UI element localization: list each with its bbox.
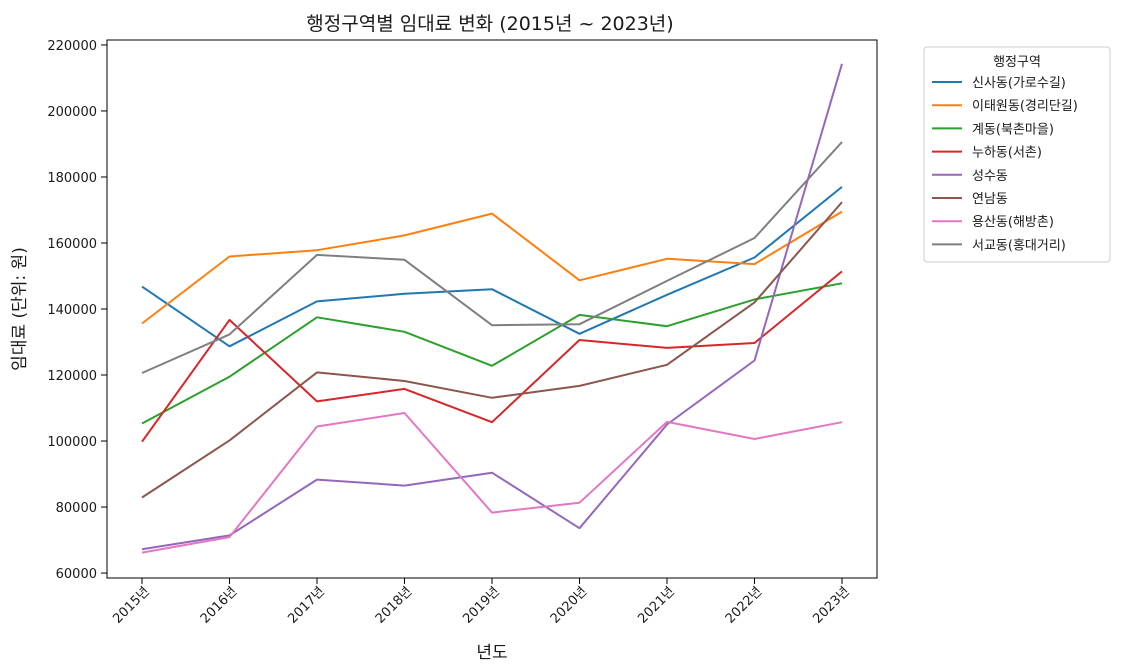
y-tick-label: 120000 — [47, 369, 97, 384]
series-line-7 — [141, 412, 843, 554]
y-tick-label: 60000 — [56, 567, 97, 582]
legend-title: 행정구역 — [993, 54, 1041, 70]
x-tick-label: 2022년 — [723, 584, 765, 626]
y-axis-label: 임대료 (단위: 원) — [10, 247, 30, 371]
x-tick-label: 2020년 — [548, 584, 590, 626]
legend-frame — [923, 46, 1111, 263]
chart-title: 행정구역별 임대료 변화 (2015년 ~ 2023년) — [306, 13, 673, 35]
x-tick-label: 2015년 — [110, 584, 152, 626]
x-tick-label: 2021년 — [635, 584, 677, 626]
legend: 행정구역 신사동(가로수길) 이태원동(경리단길) 계동(북촌마을) 누하동(서촌) 성… — [923, 46, 1111, 263]
series-line-4 — [141, 270, 843, 443]
legend-entry-label: 신사동(가로수길) — [972, 76, 1066, 91]
series-line-2 — [141, 210, 843, 325]
y-tick-label: 160000 — [47, 237, 97, 252]
plot-area — [106, 39, 878, 579]
series-lines — [141, 63, 843, 554]
x-tick-label: 2017년 — [285, 584, 327, 626]
legend-entry-label: 누하동(서촌) — [972, 146, 1042, 161]
x-tick-label: 2018년 — [373, 584, 415, 626]
series-line-8 — [141, 141, 843, 374]
series-line-5 — [141, 63, 843, 551]
legend-entry-label: 연남동 — [972, 192, 1008, 207]
x-tick-label: 2023년 — [810, 584, 852, 626]
x-axis-label: 년도 — [476, 643, 507, 663]
y-tick-label: 180000 — [47, 171, 97, 186]
y-tick-label: 80000 — [56, 501, 97, 516]
y-tick-label: 220000 — [47, 39, 97, 54]
legend-entry-label: 성수동 — [972, 169, 1008, 184]
legend-entry-label: 용산동(해방촌) — [972, 215, 1054, 230]
series-line-3 — [141, 282, 843, 425]
series-line-1 — [141, 186, 843, 348]
y-tick-label: 140000 — [47, 303, 97, 318]
series-line-6 — [141, 201, 843, 499]
y-axis: 60000 80000 100000 120000 140000 160000 180000… — [47, 39, 107, 582]
legend-entry-label: 서교동(홍대거리) — [972, 238, 1066, 253]
x-axis: 2015년 2016년 2017년 2018년 2019년 2020년 2021년 2022년… — [110, 578, 853, 627]
legend-entry-label: 이태원동(경리단길) — [972, 99, 1078, 114]
y-tick-label: 200000 — [47, 105, 97, 120]
y-tick-label: 100000 — [47, 435, 97, 450]
x-tick-label: 2016년 — [198, 584, 240, 626]
legend-entry-label: 계동(북촌마을) — [972, 122, 1054, 137]
x-tick-label: 2019년 — [460, 584, 502, 626]
